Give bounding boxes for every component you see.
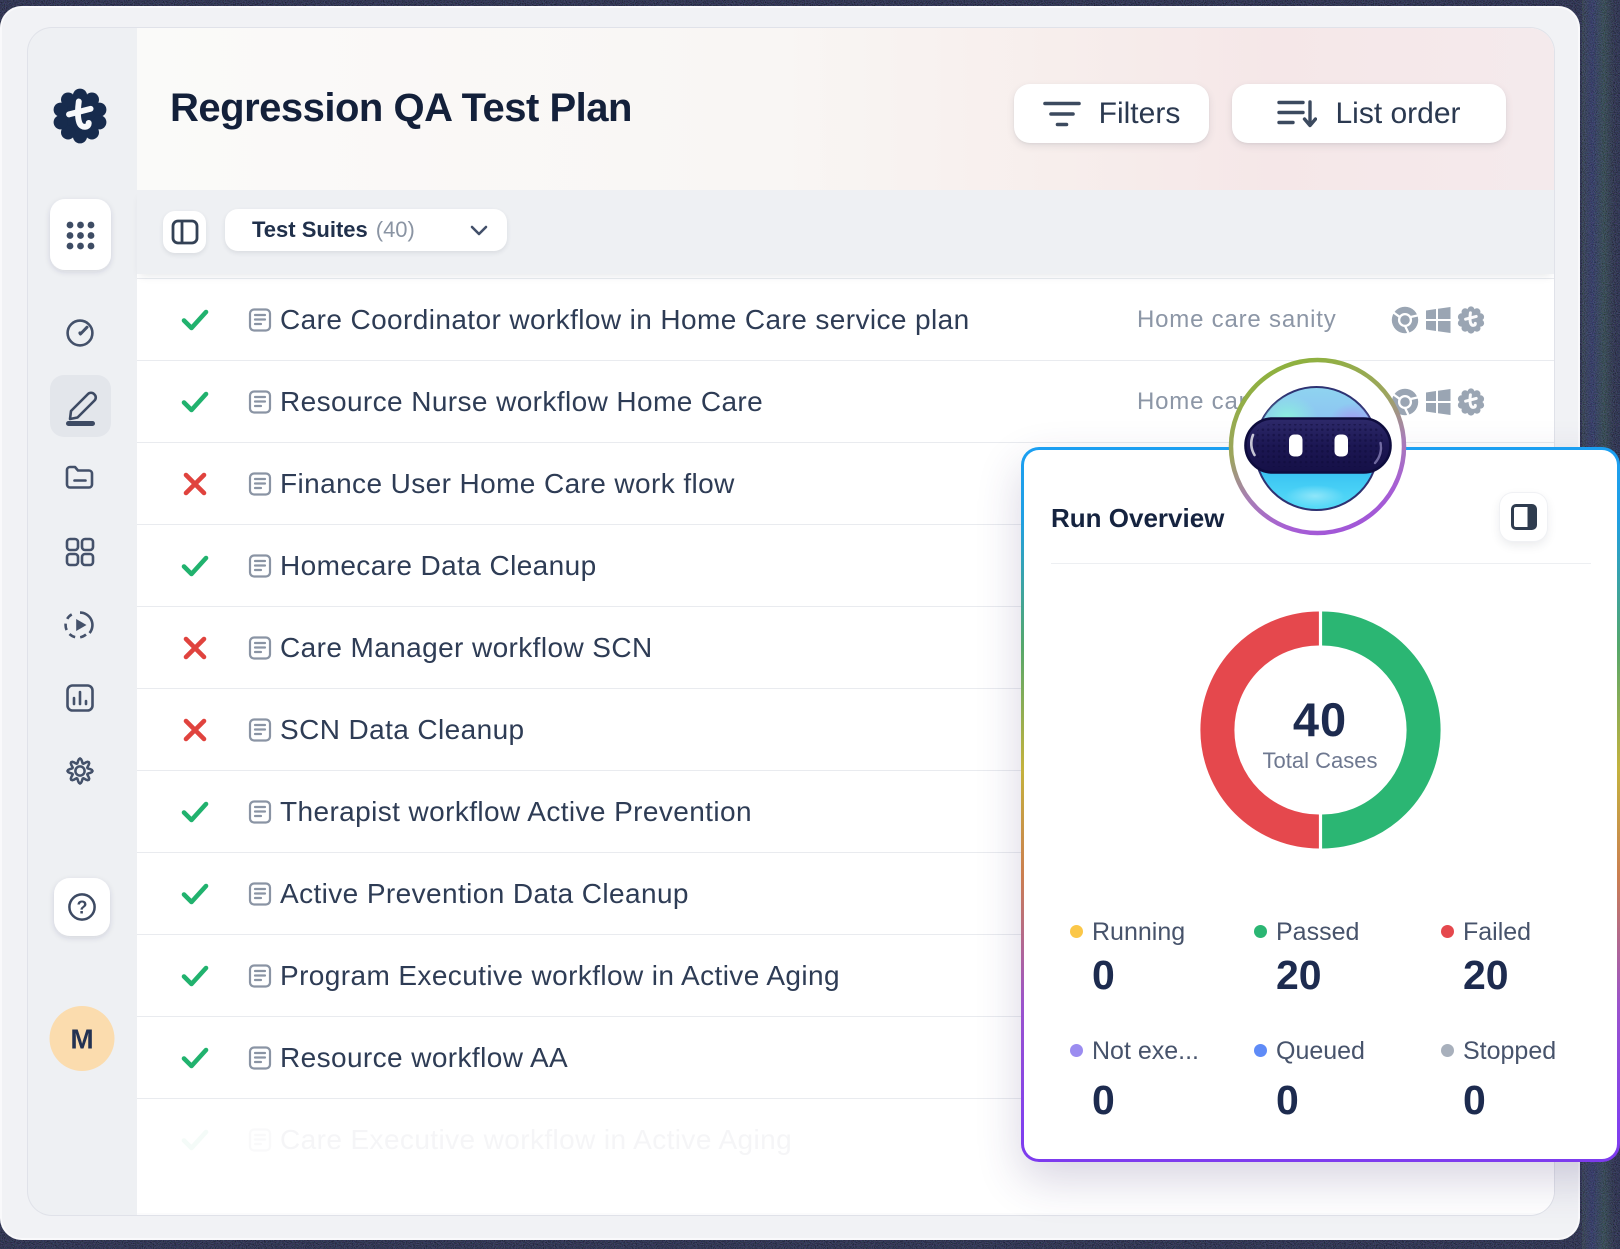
svg-text:?: ? <box>77 898 88 918</box>
svg-text:M: M <box>70 1024 93 1055</box>
